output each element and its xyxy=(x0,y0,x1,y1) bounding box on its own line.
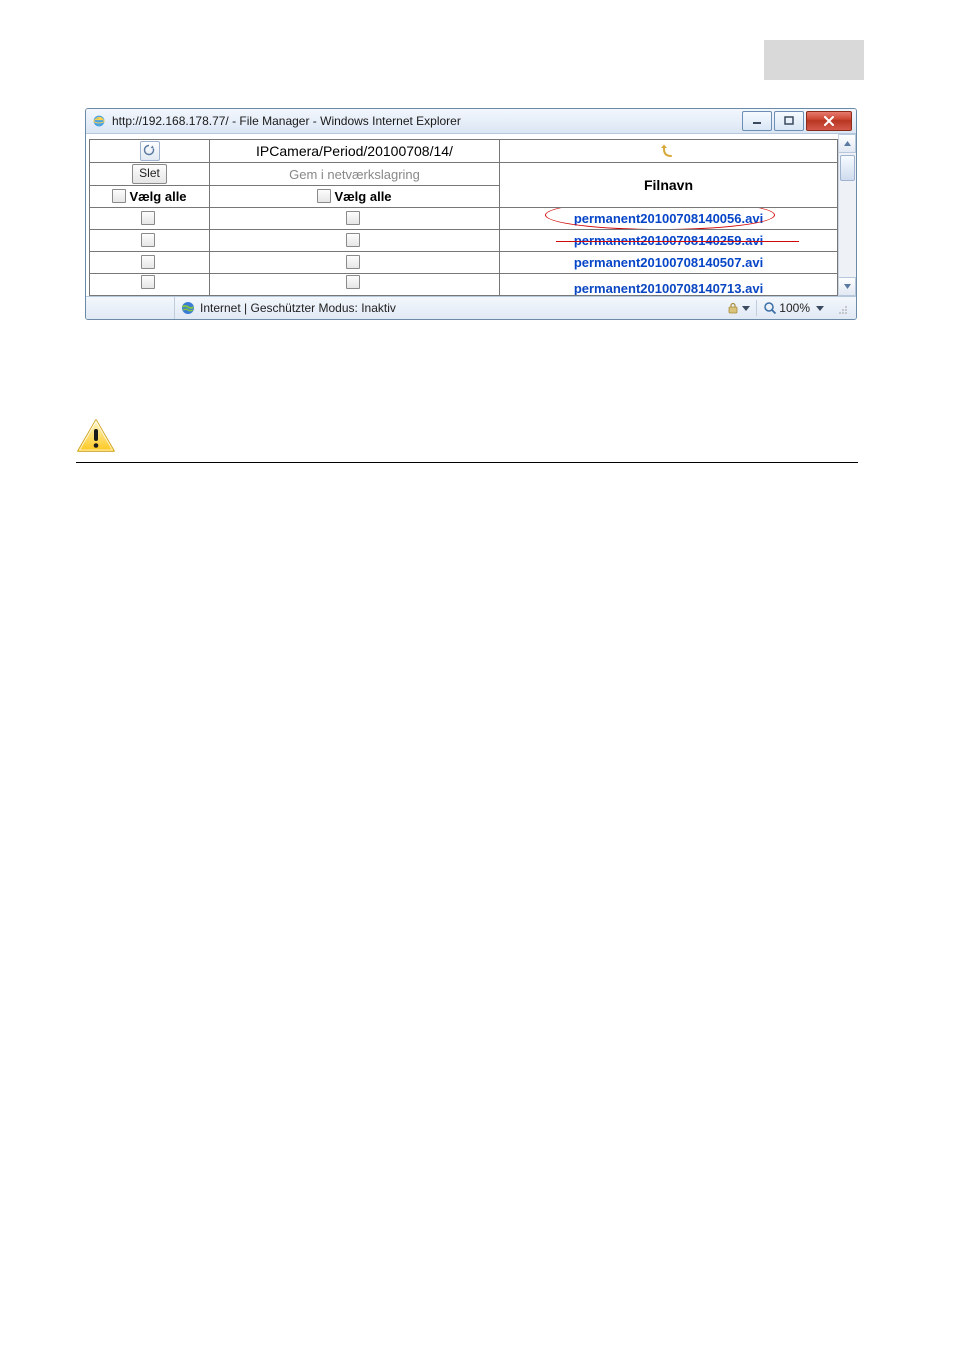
file-link[interactable]: permanent20100708140507.avi xyxy=(574,255,763,270)
delete-checkbox-cell[interactable] xyxy=(90,208,210,230)
row-save-checkbox[interactable] xyxy=(346,255,360,269)
window-controls xyxy=(742,111,854,131)
zoom-icon xyxy=(763,301,777,315)
save-checkbox-cell[interactable] xyxy=(210,208,500,230)
refresh-icon[interactable] xyxy=(140,141,160,161)
window-titlebar[interactable]: http://192.168.178.77/ - File Manager - … xyxy=(86,109,856,134)
horizontal-rule xyxy=(76,462,858,463)
row-save-checkbox[interactable] xyxy=(346,211,360,225)
ie-window: http://192.168.178.77/ - File Manager - … xyxy=(85,108,857,320)
scroll-up-arrow-icon[interactable] xyxy=(839,134,856,153)
filename-header: Filnavn xyxy=(644,177,693,193)
file-cell: permanent20100708140259.avi xyxy=(500,230,838,252)
lock-icon xyxy=(726,301,740,315)
vertical-scrollbar[interactable] xyxy=(838,134,856,296)
file-manager-content: IPCamera/Period/20100708/14/ xyxy=(86,134,838,296)
file-link[interactable]: permanent20100708140713.avi xyxy=(574,281,763,296)
file-link[interactable]: permanent20100708140056.avi xyxy=(574,211,763,226)
delete-checkbox-cell[interactable] xyxy=(90,252,210,274)
status-left-segment xyxy=(90,297,175,319)
row-delete-checkbox[interactable] xyxy=(141,233,155,247)
resize-grip-icon[interactable] xyxy=(834,301,848,315)
select-all-delete-cell[interactable]: Vælg alle xyxy=(90,186,210,208)
security-indicator[interactable] xyxy=(726,301,750,315)
row-save-checkbox[interactable] xyxy=(346,275,360,289)
file-cell: permanent20100708140507.avi xyxy=(500,252,838,274)
zoom-level: 100% xyxy=(779,301,810,315)
select-all-delete-checkbox[interactable] xyxy=(112,189,126,203)
scroll-track[interactable] xyxy=(839,153,856,277)
row-save-checkbox[interactable] xyxy=(346,233,360,247)
delete-checkbox-cell[interactable] xyxy=(90,274,210,296)
internet-zone-icon xyxy=(181,301,195,315)
chevron-down-icon xyxy=(816,306,824,311)
warning-icon xyxy=(76,418,116,454)
zoom-control[interactable]: 100% xyxy=(763,301,824,315)
select-all-save-cell[interactable]: Vælg alle xyxy=(210,186,500,208)
delete-checkbox-cell[interactable] xyxy=(90,230,210,252)
maximize-button[interactable] xyxy=(774,111,804,131)
close-button[interactable] xyxy=(806,111,852,131)
save-network-cell: Gem i netværkslagring xyxy=(210,163,500,186)
scroll-thumb[interactable] xyxy=(840,155,855,181)
up-cell[interactable] xyxy=(500,140,838,163)
delete-cell: Slet xyxy=(90,163,210,186)
current-path: IPCamera/Period/20100708/14/ xyxy=(210,140,500,163)
file-cell: permanent20100708140713.avi xyxy=(500,274,838,296)
status-bar: Internet | Geschützter Modus: Inaktiv xyxy=(86,296,856,319)
window-title: http://192.168.178.77/ - File Manager - … xyxy=(112,114,742,128)
row-delete-checkbox[interactable] xyxy=(141,275,155,289)
row-delete-checkbox[interactable] xyxy=(141,211,155,225)
refresh-cell[interactable] xyxy=(90,140,210,163)
save-to-network-label: Gem i netværkslagring xyxy=(289,167,420,182)
file-cell: permanent20100708140056.avi xyxy=(500,208,838,230)
save-checkbox-cell[interactable] xyxy=(210,274,500,296)
file-table: IPCamera/Period/20100708/14/ xyxy=(89,139,838,296)
page-number-placeholder xyxy=(764,40,864,80)
filename-header-cell: Filnavn xyxy=(500,163,838,208)
up-arrow-icon[interactable] xyxy=(660,142,678,160)
save-checkbox-cell[interactable] xyxy=(210,252,500,274)
chevron-down-icon xyxy=(742,306,750,311)
minimize-button[interactable] xyxy=(742,111,772,131)
select-all-save-checkbox[interactable] xyxy=(317,189,331,203)
status-zone-text: Internet | Geschützter Modus: Inaktiv xyxy=(200,301,396,315)
save-checkbox-cell[interactable] xyxy=(210,230,500,252)
scroll-down-arrow-icon[interactable] xyxy=(839,277,856,296)
status-zone: Internet | Geschützter Modus: Inaktiv xyxy=(175,301,726,315)
ie-logo-icon xyxy=(92,114,106,128)
row-delete-checkbox[interactable] xyxy=(141,255,155,269)
strike-line xyxy=(556,241,799,242)
delete-button[interactable]: Slet xyxy=(132,164,167,184)
